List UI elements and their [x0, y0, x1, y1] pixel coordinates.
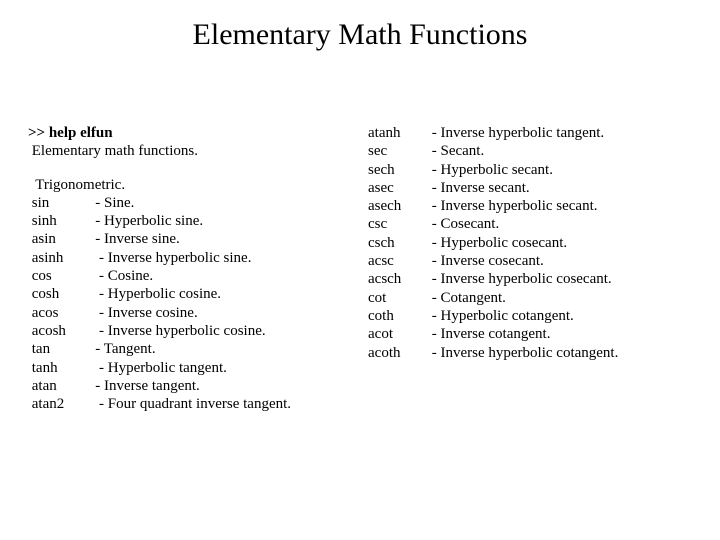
function-description: - Inverse cosine. — [84, 304, 368, 322]
slide: Elementary Math Functions >> help elfun … — [0, 0, 720, 540]
list-item: sinh - Hyperbolic sine. — [28, 212, 368, 230]
list-item: acos - Inverse cosine. — [28, 304, 368, 322]
list-item: acot - Inverse cotangent. — [368, 325, 688, 343]
list-item: csc - Cosecant. — [368, 215, 688, 233]
list-item: sec - Secant. — [368, 142, 688, 160]
function-description: - Inverse hyperbolic tangent. — [428, 124, 688, 142]
function-description: - Hyperbolic cosecant. — [428, 234, 688, 252]
section-header: Trigonometric. — [28, 176, 368, 194]
list-item: cos - Cosine. — [28, 267, 368, 285]
function-name: sec — [368, 142, 428, 160]
function-name: asin — [28, 230, 84, 248]
function-description: - Tangent. — [84, 340, 368, 358]
function-name: coth — [368, 307, 428, 325]
right-list: atanh - Inverse hyperbolic tangent.sec -… — [368, 124, 688, 362]
function-name: atan — [28, 377, 84, 395]
function-description: - Secant. — [428, 142, 688, 160]
function-name: cos — [28, 267, 84, 285]
content-area: >> help elfun Elementary math functions.… — [0, 62, 720, 413]
function-name: cot — [368, 289, 428, 307]
list-item: acoth - Inverse hyperbolic cotangent. — [368, 344, 688, 362]
subtitle: Elementary math functions. — [28, 142, 368, 160]
list-item: asech - Inverse hyperbolic secant. — [368, 197, 688, 215]
function-description: - Inverse hyperbolic cosine. — [84, 322, 368, 340]
page-title: Elementary Math Functions — [0, 0, 720, 62]
list-item: sin - Sine. — [28, 194, 368, 212]
list-item: tanh - Hyperbolic tangent. — [28, 359, 368, 377]
list-item: asin - Inverse sine. — [28, 230, 368, 248]
list-item: acsch - Inverse hyperbolic cosecant. — [368, 270, 688, 288]
function-description: - Inverse hyperbolic cosecant. — [428, 270, 688, 288]
list-item: tan - Tangent. — [28, 340, 368, 358]
function-name: atanh — [368, 124, 428, 142]
list-item: sech - Hyperbolic secant. — [368, 161, 688, 179]
list-item: acsc - Inverse cosecant. — [368, 252, 688, 270]
function-name: asech — [368, 197, 428, 215]
function-description: - Inverse hyperbolic cotangent. — [428, 344, 688, 362]
command-line: >> help elfun — [28, 124, 368, 142]
left-list: sin - Sine. sinh - Hyperbolic sine. asin… — [28, 194, 368, 414]
function-description: - Sine. — [84, 194, 368, 212]
list-item: atanh - Inverse hyperbolic tangent. — [368, 124, 688, 142]
function-name: acosh — [28, 322, 84, 340]
function-name: acos — [28, 304, 84, 322]
function-description: - Inverse hyperbolic sine. — [84, 249, 368, 267]
blank-line — [28, 161, 368, 176]
function-description: - Hyperbolic cosine. — [84, 285, 368, 303]
function-description: - Inverse hyperbolic secant. — [428, 197, 688, 215]
function-name: acsch — [368, 270, 428, 288]
function-name: cosh — [28, 285, 84, 303]
right-column: atanh - Inverse hyperbolic tangent.sec -… — [368, 124, 688, 413]
list-item: atan2 - Four quadrant inverse tangent. — [28, 395, 368, 413]
function-name: asinh — [28, 249, 84, 267]
list-item: atan - Inverse tangent. — [28, 377, 368, 395]
list-item: asec - Inverse secant. — [368, 179, 688, 197]
function-name: csc — [368, 215, 428, 233]
function-description: - Inverse tangent. — [84, 377, 368, 395]
left-column: >> help elfun Elementary math functions.… — [28, 124, 368, 413]
function-name: sin — [28, 194, 84, 212]
function-description: - Cosine. — [84, 267, 368, 285]
function-description: - Inverse sine. — [84, 230, 368, 248]
list-item: csch - Hyperbolic cosecant. — [368, 234, 688, 252]
function-name: tanh — [28, 359, 84, 377]
list-item: coth - Hyperbolic cotangent. — [368, 307, 688, 325]
function-description: - Hyperbolic secant. — [428, 161, 688, 179]
function-name: acsc — [368, 252, 428, 270]
function-name: tan — [28, 340, 84, 358]
function-name: sech — [368, 161, 428, 179]
function-description: - Cotangent. — [428, 289, 688, 307]
function-description: - Hyperbolic tangent. — [84, 359, 368, 377]
function-name: csch — [368, 234, 428, 252]
function-description: - Inverse secant. — [428, 179, 688, 197]
function-name: sinh — [28, 212, 84, 230]
function-name: acoth — [368, 344, 428, 362]
function-name: asec — [368, 179, 428, 197]
list-item: cosh - Hyperbolic cosine. — [28, 285, 368, 303]
list-item: acosh - Inverse hyperbolic cosine. — [28, 322, 368, 340]
list-item: cot - Cotangent. — [368, 289, 688, 307]
function-description: - Hyperbolic cotangent. — [428, 307, 688, 325]
function-description: - Inverse cotangent. — [428, 325, 688, 343]
function-description: - Inverse cosecant. — [428, 252, 688, 270]
function-description: - Cosecant. — [428, 215, 688, 233]
function-name: acot — [368, 325, 428, 343]
function-description: - Four quadrant inverse tangent. — [84, 395, 368, 413]
list-item: asinh - Inverse hyperbolic sine. — [28, 249, 368, 267]
function-description: - Hyperbolic sine. — [84, 212, 368, 230]
function-name: atan2 — [28, 395, 84, 413]
